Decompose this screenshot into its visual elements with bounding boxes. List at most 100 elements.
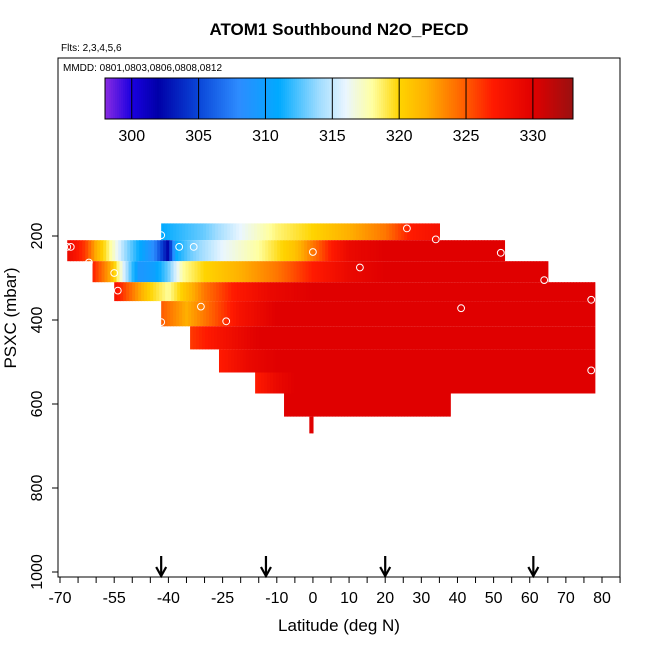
heatmap-cell xyxy=(277,240,281,262)
heatmap-cell xyxy=(272,261,277,283)
heatmap-cell xyxy=(453,372,457,394)
heatmap-cell xyxy=(405,372,409,394)
heatmap-cell xyxy=(431,393,435,417)
heatmap-cell xyxy=(406,326,410,350)
heatmap-cell xyxy=(482,261,487,283)
heatmap-cell xyxy=(191,301,195,327)
heatmap-cell xyxy=(558,372,562,394)
heatmap-cell xyxy=(315,282,319,302)
colorbar-cell xyxy=(183,78,186,119)
heatmap-cell xyxy=(343,326,347,350)
heatmap-cell xyxy=(233,261,238,283)
sample-point-marker xyxy=(66,243,75,251)
heatmap-cell xyxy=(194,301,198,327)
heatmap-cell xyxy=(114,282,118,302)
heatmap-band xyxy=(67,240,506,262)
heatmap-cell xyxy=(281,349,286,373)
heatmap-cell xyxy=(486,372,490,394)
heatmap-cell xyxy=(545,349,550,373)
heatmap-cell xyxy=(477,372,481,394)
heatmap-cell xyxy=(521,261,526,283)
heatmap-cell xyxy=(181,240,185,262)
heatmap-cell xyxy=(273,282,277,302)
heatmap-cell xyxy=(428,349,433,373)
heatmap-cell xyxy=(280,240,284,262)
heatmap-cell xyxy=(409,240,413,262)
heatmap-cell xyxy=(579,282,583,302)
heatmap-cell xyxy=(450,372,454,394)
heatmap-cell xyxy=(320,301,324,327)
heatmap-cell xyxy=(345,282,349,302)
colorbar-cell xyxy=(171,78,174,119)
colorbar-cell xyxy=(363,78,366,119)
colorbar-cell xyxy=(185,78,188,119)
heatmap-cell xyxy=(533,301,537,327)
heatmap-cell xyxy=(520,326,524,350)
heatmap-cell xyxy=(422,223,426,241)
heatmap-cell xyxy=(212,301,216,327)
heatmap-cell xyxy=(209,301,213,327)
heatmap-cell xyxy=(360,372,364,394)
colorbar-cell xyxy=(205,78,208,119)
heatmap-cell xyxy=(372,282,376,302)
heatmap-cell xyxy=(540,282,544,302)
heatmap-cell xyxy=(243,282,247,302)
heatmap-cell xyxy=(494,261,499,283)
heatmap-cell xyxy=(439,326,443,350)
x-tick-label: -40 xyxy=(157,590,180,607)
heatmap-cell xyxy=(526,326,530,350)
heatmap-cell xyxy=(426,282,430,302)
heatmap-cell xyxy=(397,240,401,262)
colorbar-cell xyxy=(195,78,198,119)
heatmap-cell xyxy=(275,261,280,283)
heatmap-cell xyxy=(259,240,263,262)
colorbar-cell xyxy=(365,78,368,119)
heatmap-cell xyxy=(446,301,450,327)
heatmap-cell xyxy=(319,240,323,262)
heatmap-cell xyxy=(485,261,490,283)
heatmap-cell xyxy=(314,261,319,283)
heatmap-cell xyxy=(143,261,148,283)
colorbar-cell xyxy=(257,78,260,119)
heatmap-cell xyxy=(316,326,320,350)
heatmap-cell xyxy=(129,282,133,302)
heatmap-cell xyxy=(347,261,352,283)
heatmap-cell xyxy=(299,349,304,373)
heatmap-cell xyxy=(271,326,275,350)
heatmap-cell xyxy=(356,223,360,241)
heatmap-cell xyxy=(327,372,331,394)
heatmap-cell xyxy=(367,240,371,262)
colorbar-cell xyxy=(419,78,422,119)
heatmap-cell xyxy=(190,240,194,262)
heatmap-cell xyxy=(562,326,566,350)
heatmap-cell xyxy=(227,261,232,283)
heatmap-cell xyxy=(251,301,255,327)
heatmap-cell xyxy=(263,349,268,373)
heatmap-cell xyxy=(404,301,408,327)
heatmap-cell xyxy=(258,372,262,394)
heatmap-cell xyxy=(193,326,197,350)
heatmap-cell xyxy=(404,393,408,417)
heatmap-cell xyxy=(344,393,348,417)
heatmap-cell xyxy=(473,301,477,327)
heatmap-cell xyxy=(133,240,137,262)
heatmap-cell xyxy=(309,416,313,434)
heatmap-cell xyxy=(348,282,352,302)
heatmap-cell xyxy=(316,240,320,262)
heatmap-cell xyxy=(274,240,278,262)
heatmap-cell xyxy=(481,240,485,262)
heatmap-cell xyxy=(95,261,100,283)
heatmap-cell xyxy=(221,349,226,373)
colorbar-cell xyxy=(497,78,500,119)
colorbar-cell xyxy=(393,78,396,119)
heatmap-cell xyxy=(535,326,539,350)
heatmap-cell xyxy=(341,223,345,241)
heatmap-cell xyxy=(402,372,406,394)
colorbar-cell xyxy=(317,78,320,119)
heatmap-cell xyxy=(146,261,151,283)
heatmap-cell xyxy=(278,301,282,327)
colorbar-cell xyxy=(447,78,450,119)
heatmap-cell xyxy=(262,240,266,262)
heatmap-cell xyxy=(167,261,172,283)
